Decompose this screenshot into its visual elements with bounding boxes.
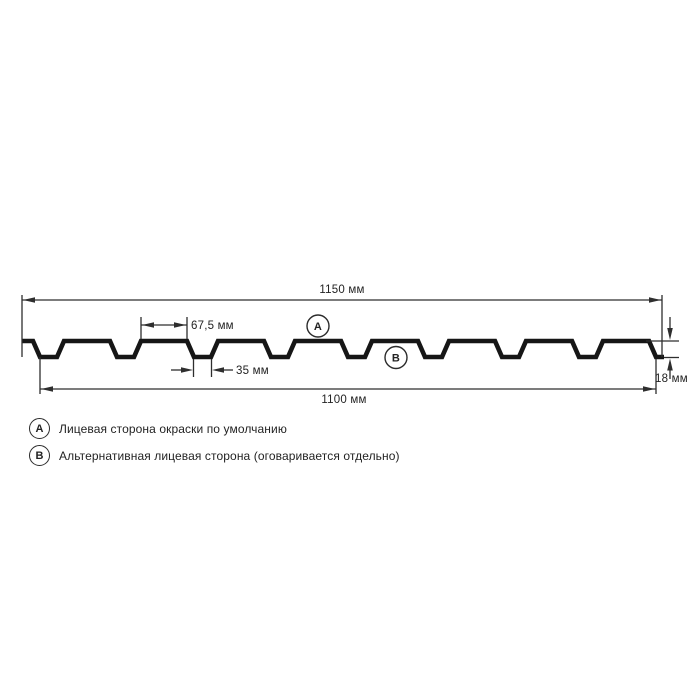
dim-total-width bbox=[21, 295, 663, 357]
dim-rib-top bbox=[140, 317, 188, 339]
arrowhead-up bbox=[667, 358, 673, 371]
marker-a: A bbox=[306, 314, 330, 338]
arrowhead-left bbox=[142, 322, 154, 328]
legend-item-b: B Альтернативная лицевая сторона (оговар… bbox=[29, 445, 400, 466]
arrowhead-right bbox=[643, 386, 655, 392]
arrowhead-left bbox=[212, 367, 224, 373]
legend-label-b: Альтернативная лицевая сторона (оговарив… bbox=[59, 448, 400, 463]
useful-width-label: 1100 мм bbox=[321, 394, 366, 406]
marker-b: B bbox=[384, 345, 408, 370]
marker-a-letter: A bbox=[314, 321, 322, 333]
dim-rib-bottom bbox=[171, 359, 233, 377]
marker-b-letter: B bbox=[392, 353, 400, 365]
arrowhead-right bbox=[181, 367, 193, 373]
dim-useful-width bbox=[39, 357, 657, 394]
sheet-profile-outline bbox=[22, 338, 664, 360]
marker-b-circle bbox=[384, 345, 408, 370]
legend-marker-a-badge: A bbox=[29, 418, 50, 439]
arrowhead-left bbox=[23, 297, 35, 303]
marker-a-circle bbox=[306, 314, 330, 338]
arrowhead-right bbox=[174, 322, 186, 328]
total-width-label: 1150 мм bbox=[319, 284, 364, 296]
arrowhead-down bbox=[667, 328, 673, 340]
legend-label-a: Лицевая сторона окраски по умолчанию bbox=[59, 421, 287, 436]
arrowhead-right bbox=[649, 297, 661, 303]
legend-marker-b-badge: B bbox=[29, 445, 50, 466]
profile-height-label: 18 мм bbox=[655, 373, 688, 385]
rib-bottom-label: 35 мм bbox=[236, 365, 269, 377]
dim-profile-height bbox=[646, 317, 679, 379]
arrowhead-left bbox=[41, 386, 53, 392]
rib-top-label: 67,5 мм bbox=[191, 320, 234, 332]
legend-item-a: A Лицевая сторона окраски по умолчанию bbox=[29, 418, 287, 439]
